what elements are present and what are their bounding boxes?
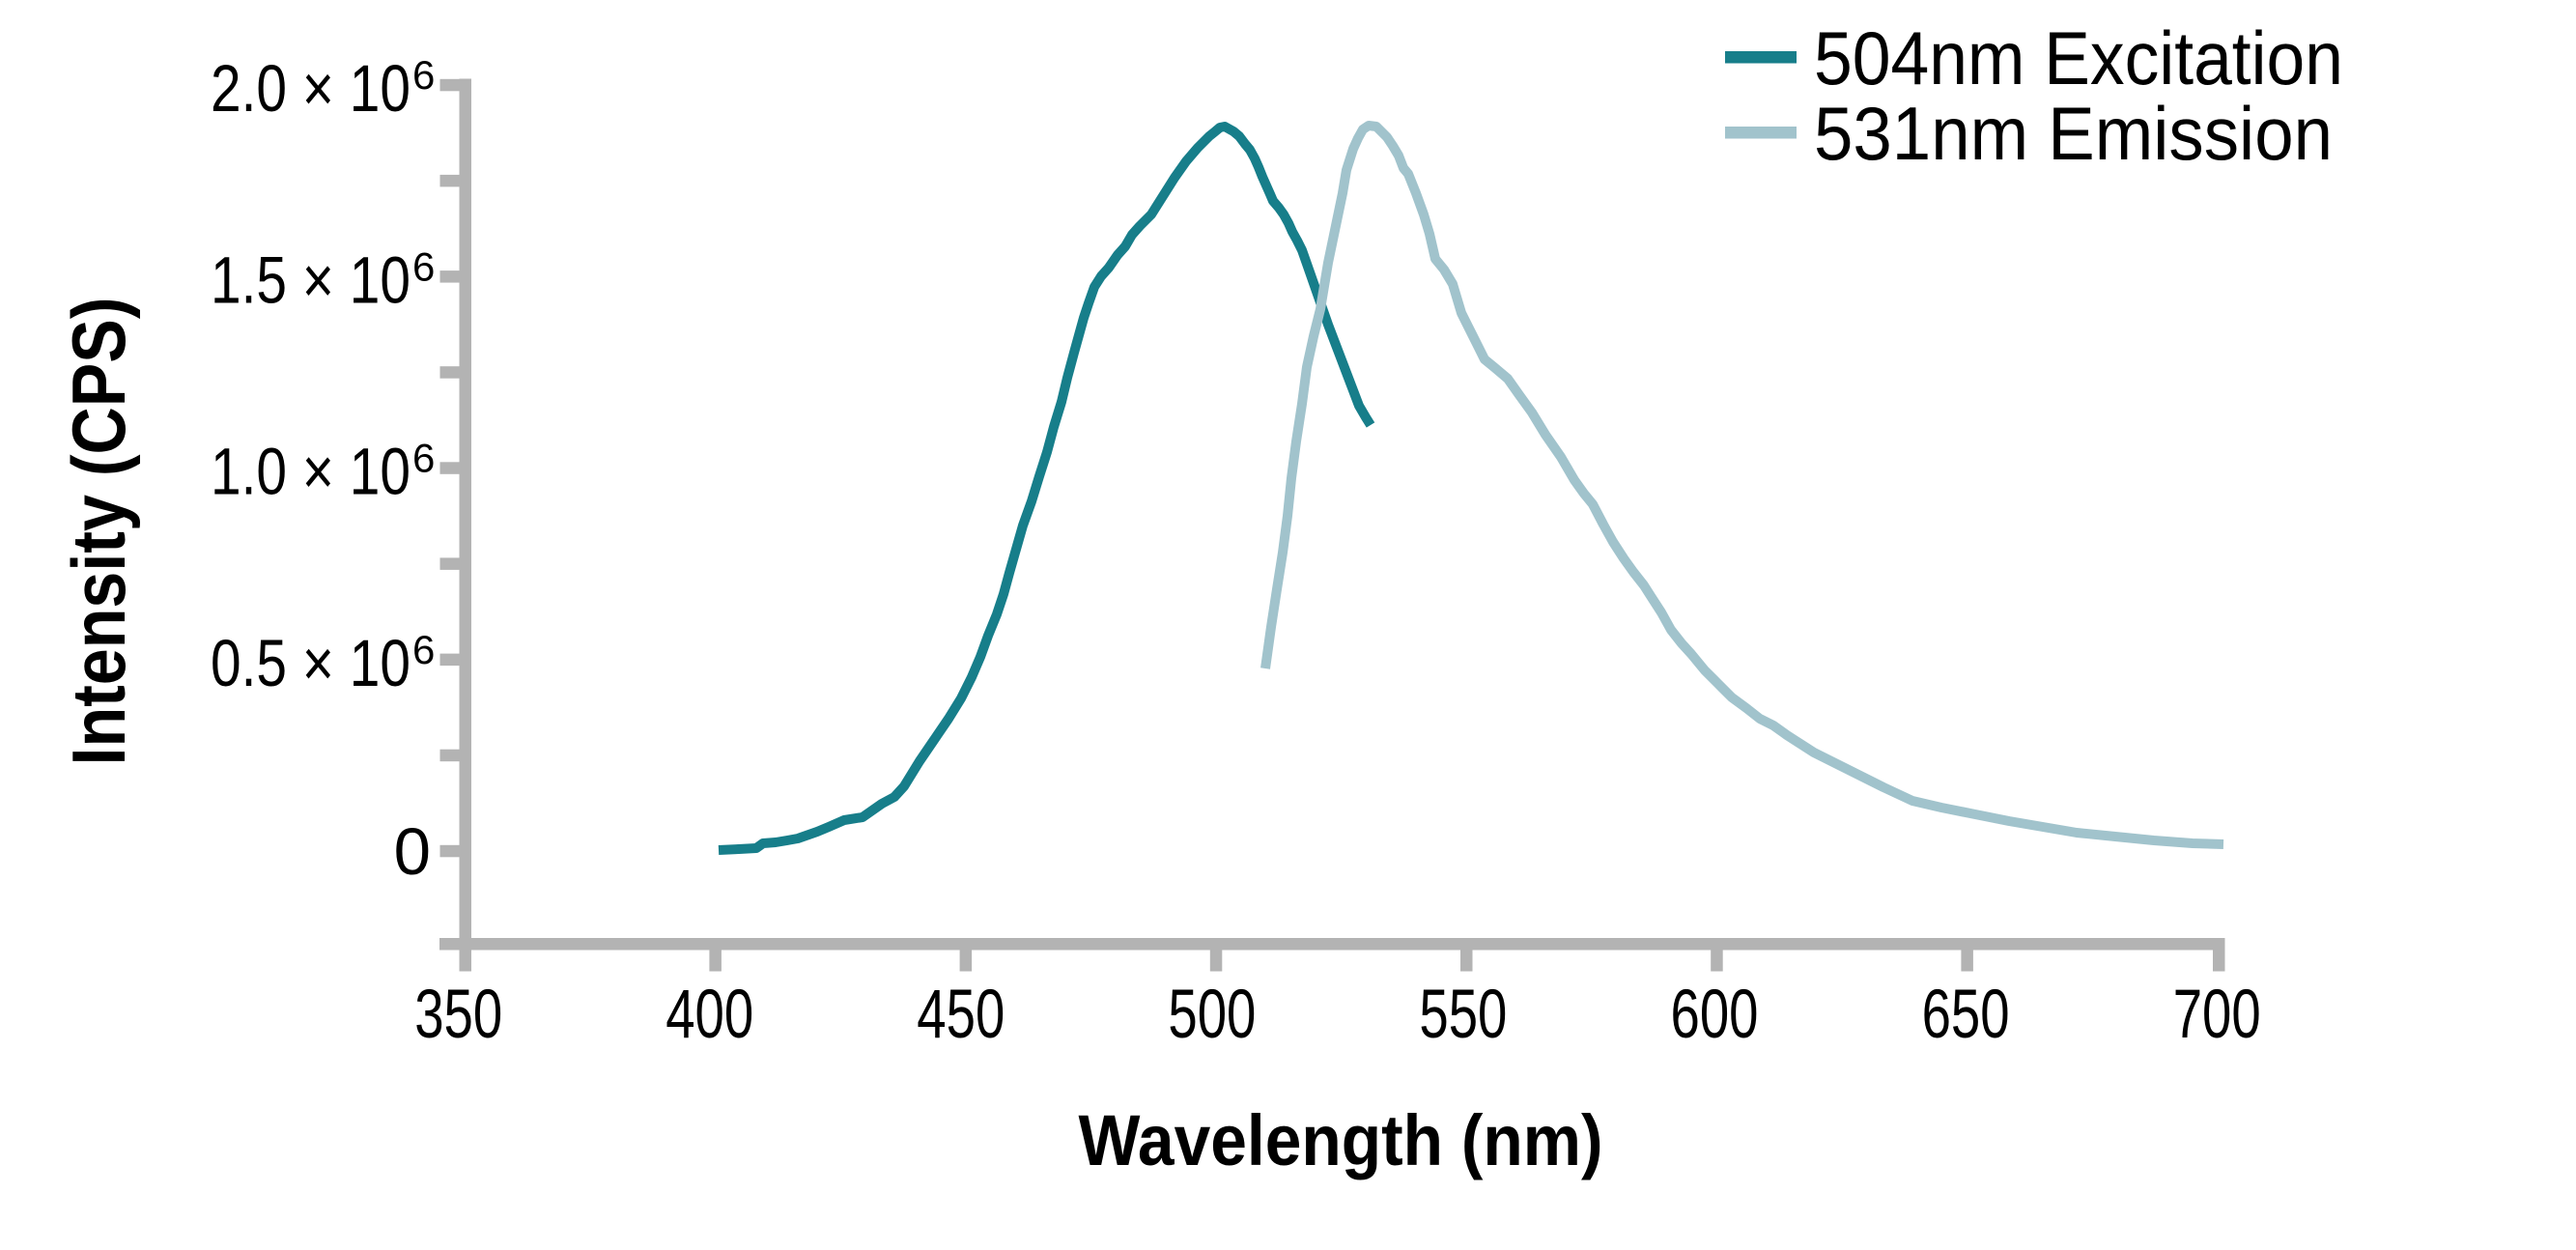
svg-text:650: 650 [1922, 977, 2010, 1053]
svg-text:400: 400 [665, 977, 753, 1053]
svg-text:531nm Emission: 531nm Emission [1814, 91, 2333, 176]
svg-text:Wavelength (nm): Wavelength (nm) [1079, 1100, 1603, 1180]
svg-text:350: 350 [414, 977, 502, 1053]
svg-text:500: 500 [1168, 977, 1256, 1053]
svg-text:Intensity (CPS): Intensity (CPS) [56, 298, 141, 766]
svg-text:0: 0 [394, 814, 431, 889]
svg-text:2.0 × 10: 2.0 × 10 [211, 51, 410, 126]
svg-text:6: 6 [412, 436, 435, 481]
svg-text:0.5 × 10: 0.5 × 10 [211, 626, 410, 700]
svg-text:700: 700 [2173, 977, 2261, 1053]
svg-text:6: 6 [412, 627, 435, 672]
svg-text:550: 550 [1419, 977, 1507, 1053]
svg-text:6: 6 [412, 243, 435, 289]
svg-text:1.5 × 10: 1.5 × 10 [211, 242, 410, 317]
svg-text:504nm Excitation: 504nm Excitation [1814, 15, 2343, 100]
svg-text:6: 6 [412, 52, 435, 98]
svg-text:600: 600 [1671, 977, 1759, 1053]
svg-text:450: 450 [917, 977, 1005, 1053]
svg-text:1.0 × 10: 1.0 × 10 [211, 435, 410, 509]
